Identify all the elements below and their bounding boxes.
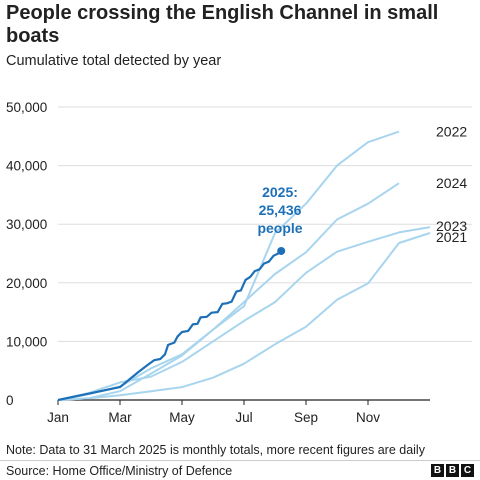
x-tick-label: May [169, 410, 195, 425]
y-tick-label: 40,000 [6, 159, 47, 174]
series-line-2023 [57, 226, 431, 401]
logo-letter-3: C [461, 464, 474, 477]
series-end-marker-2025 [277, 246, 286, 255]
series-line-2025 [57, 250, 282, 402]
annotation-line: 2025: [262, 184, 298, 200]
line-chart: 0 10,000 20,000 30,000 40,000 50,000 Jan Mar May… [6, 100, 472, 425]
y-tick-label: 0 [6, 393, 14, 408]
series-line-2021 [57, 232, 431, 401]
y-tick-label: 10,000 [6, 334, 47, 349]
series-label-2022: 2022 [436, 124, 467, 140]
x-tick-label: Jan [47, 410, 69, 425]
chart-source: Source: Home Office/Ministry of Defence [6, 464, 233, 478]
x-tick-label: Sep [294, 410, 318, 425]
annotation-line: people [257, 220, 302, 236]
series-line-2022 [57, 130, 400, 401]
y-tick-label: 20,000 [6, 276, 47, 291]
x-tick-label: Mar [108, 410, 132, 425]
footer-divider [0, 460, 480, 461]
series-label-2023: 2023 [436, 218, 467, 234]
series-label-2021: 2021 [436, 229, 467, 245]
logo-letter-1: B [431, 464, 444, 477]
chart-note: Note: Data to 31 March 2025 is monthly t… [6, 443, 425, 457]
chart-subtitle: Cumulative total detected by year [6, 53, 222, 69]
annotation-line: 25,436 [259, 202, 302, 218]
y-tick-label: 50,000 [6, 100, 47, 115]
y-tick-label: 30,000 [6, 217, 47, 232]
x-tick-label: Nov [356, 410, 380, 425]
chart-title: People crossing the English Channel in s… [6, 2, 439, 47]
x-tick-label: Jul [235, 410, 252, 425]
logo-letter-2: B [446, 464, 459, 477]
series-label-2024: 2024 [436, 175, 467, 191]
bbc-logo: B B C [431, 464, 474, 477]
series-line-2024 [57, 182, 400, 401]
